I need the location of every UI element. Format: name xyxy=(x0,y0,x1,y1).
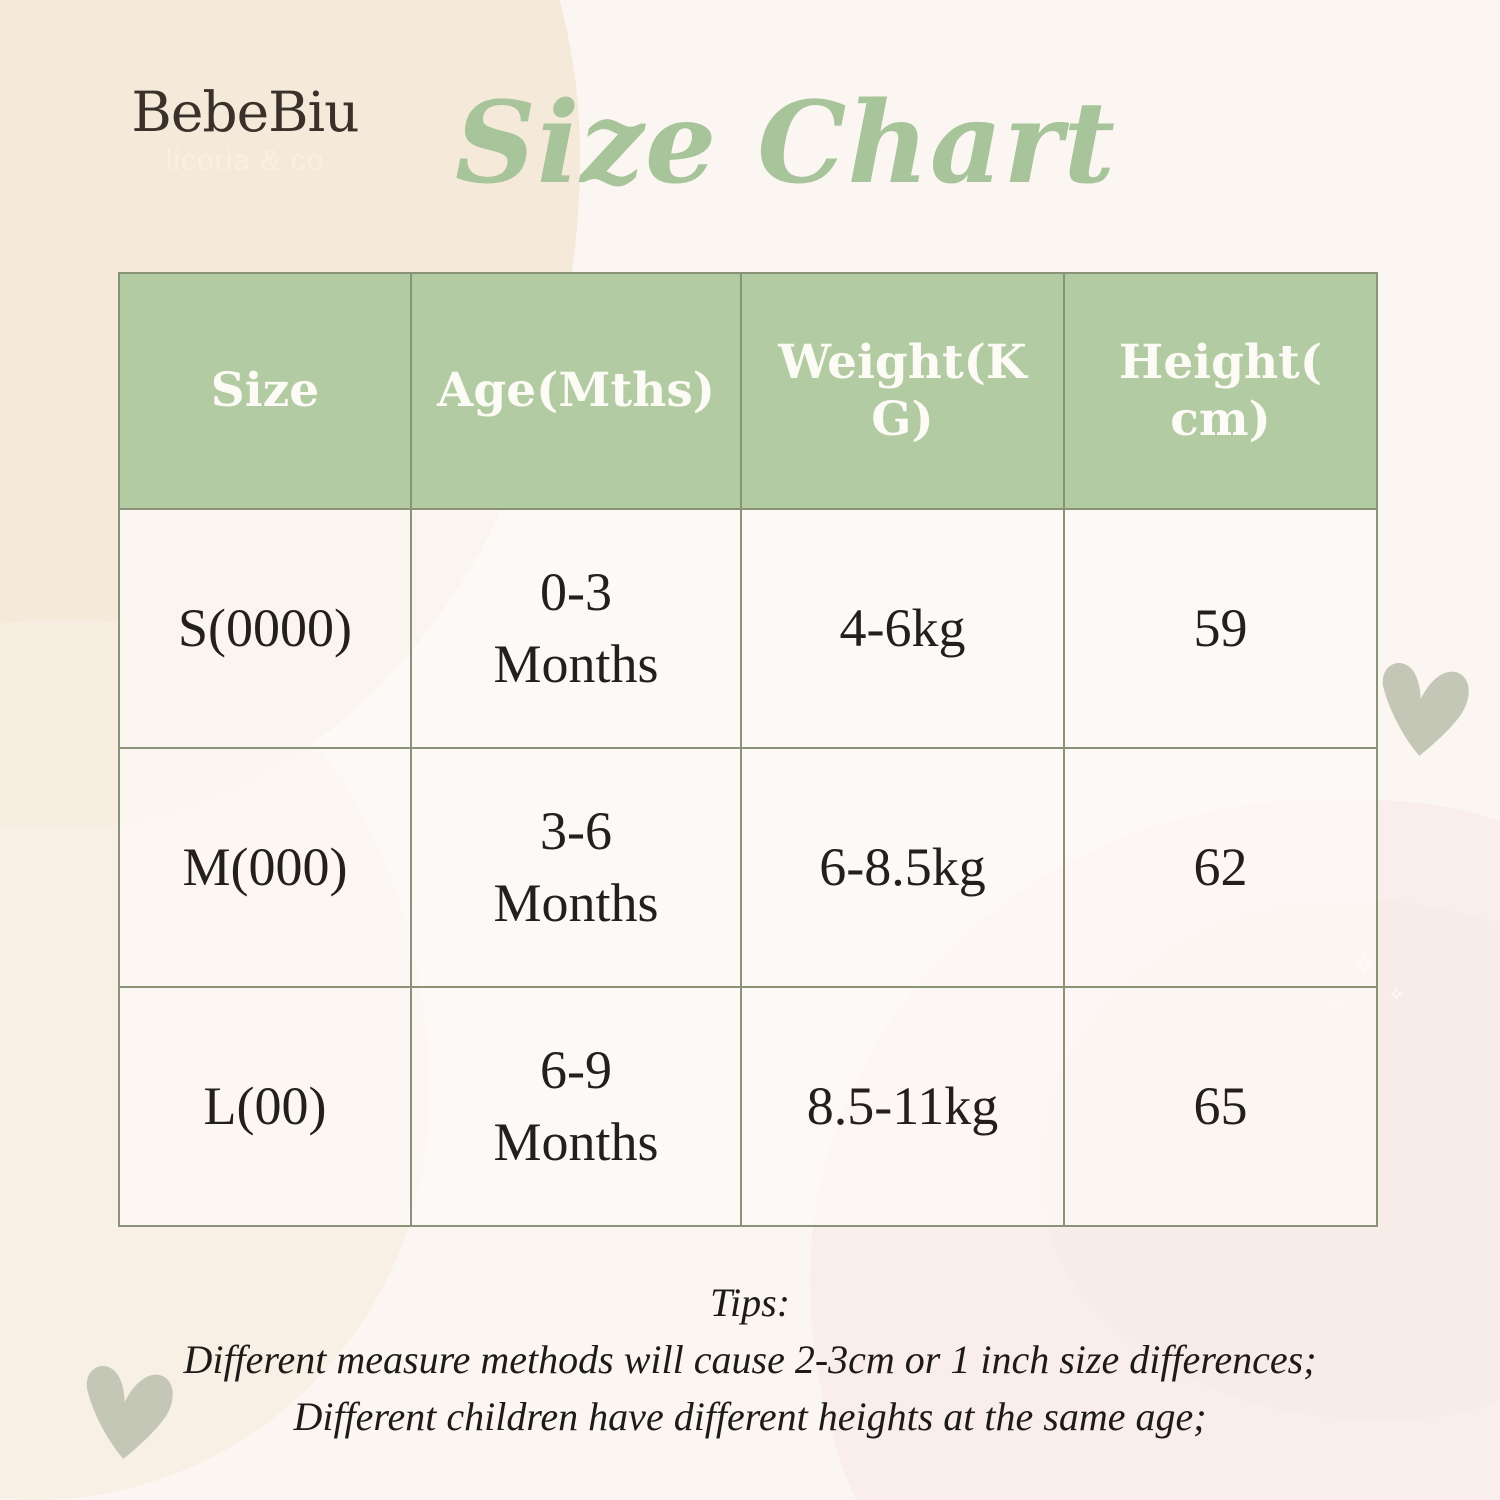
heart-icon xyxy=(86,1366,173,1459)
sparkle-icon: ✧ xyxy=(1388,984,1405,1006)
column-header-weight: Weight(K G) xyxy=(740,272,1065,510)
tips-line-1: Different measure methods will cause 2-3… xyxy=(183,1336,1317,1382)
tips-line-2: Different children have different height… xyxy=(293,1393,1207,1439)
column-header-height: Height( cm) xyxy=(1063,272,1378,510)
column-header-size-line1: Size xyxy=(210,363,320,419)
cell-age: 3-6 Months xyxy=(410,747,742,988)
cell-height: 59 xyxy=(1063,508,1378,749)
cell-age: 6-9 Months xyxy=(410,986,742,1227)
page-title: Size Chart xyxy=(455,78,1117,209)
cell-age: 0-3 Months xyxy=(410,508,742,749)
table-header-row: Size Age(Mths) Weight(K G) Height( cm) xyxy=(118,272,1378,510)
tips-label: Tips: xyxy=(709,1280,791,1325)
table-row: S(0000) 0-3 Months 4-6kg 59 xyxy=(118,508,1378,749)
table-row: L(00) 6-9 Months 8.5-11kg 65 xyxy=(118,986,1378,1227)
brand-name: BebeBiu xyxy=(131,80,359,144)
cell-age-line2: Months xyxy=(493,633,659,694)
cell-size: L(00) xyxy=(118,986,412,1227)
cell-age-line1: 0-3 xyxy=(540,562,612,623)
cell-age-line2: Months xyxy=(493,1111,659,1172)
column-header-weight-line1: Weight(K xyxy=(778,334,1027,390)
column-header-age: Age(Mths) xyxy=(410,272,742,510)
column-header-weight-line2: G) xyxy=(871,392,934,447)
brand-logo: BebeBiu licoria & co xyxy=(80,85,410,176)
cell-size: S(0000) xyxy=(118,508,412,749)
table-row: M(000) 3-6 Months 6-8.5kg 62 xyxy=(118,747,1378,988)
cell-age-line1: 3-6 xyxy=(540,801,612,862)
column-header-height-line1: Height( xyxy=(1118,334,1323,390)
cell-size: M(000) xyxy=(118,747,412,988)
tips-section: Tips: Different measure methods will cau… xyxy=(0,1275,1500,1445)
column-header-size: Size xyxy=(118,272,412,510)
heart-icon xyxy=(1382,663,1469,756)
cell-age-line2: Months xyxy=(493,872,659,933)
cell-age-line1: 6-9 xyxy=(540,1040,612,1101)
cell-weight: 6-8.5kg xyxy=(740,747,1065,988)
cell-height: 62 xyxy=(1063,747,1378,988)
cell-height: 65 xyxy=(1063,986,1378,1227)
brand-tagline: licoria & co xyxy=(165,144,325,177)
cell-weight: 4-6kg xyxy=(740,508,1065,749)
column-header-height-line2: cm) xyxy=(1170,392,1271,447)
column-header-age-line1: Age(Mths) xyxy=(436,363,716,419)
cell-weight: 8.5-11kg xyxy=(740,986,1065,1227)
size-chart-table: Size Age(Mths) Weight(K G) Height( cm) S… xyxy=(118,272,1378,1227)
